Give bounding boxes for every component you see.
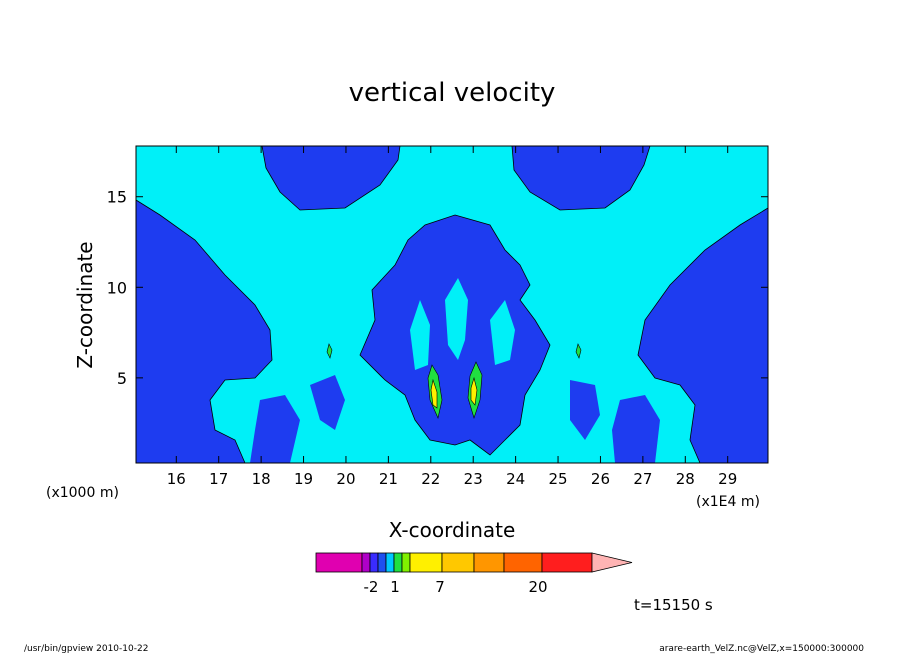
colorbar-swatch [409, 552, 443, 573]
colorbar-swatch [385, 552, 395, 573]
x-axis-label: X-coordinate [389, 518, 516, 542]
x-tick-label: 28 [676, 470, 695, 488]
colorbar-swatch [401, 552, 411, 573]
contour-negative-top-right [512, 146, 650, 210]
x-tick-label: 17 [209, 470, 228, 488]
colorbar-swatch [377, 552, 387, 573]
x-tick-label: 20 [336, 470, 355, 488]
plot-area [135, 145, 769, 464]
x-tick-label: 29 [718, 470, 737, 488]
colorbar-label: 20 [528, 578, 547, 596]
contour-negative-bottom-1 [250, 395, 300, 463]
colorbar-swatch [503, 552, 543, 573]
contour-inner-left [445, 278, 468, 360]
y-tick-label: 15 [107, 188, 127, 207]
chart-title: vertical velocity [349, 78, 556, 108]
x-tick-label: 25 [548, 470, 567, 488]
y-axis-label: Z-coordinate [73, 241, 97, 368]
x-tick-label: 23 [464, 470, 483, 488]
y-tick-labels: 5 10 15 [107, 188, 127, 388]
contour-positive-far-right [575, 343, 582, 359]
x-tick-label: 27 [633, 470, 652, 488]
colorbar-swatch [369, 552, 379, 573]
tick-marks [136, 146, 768, 463]
colorbar-extend-arrow [591, 552, 633, 573]
x-tick-label: 18 [252, 470, 271, 488]
colorbar [315, 552, 633, 573]
contour-negative-left [136, 200, 272, 463]
contour-negative-bottom-3 [570, 380, 600, 440]
colorbar-swatch [473, 552, 505, 573]
contour-negative-right [638, 208, 768, 463]
colorbar-swatch [361, 552, 371, 573]
x-tick-labels: 16 17 18 19 20 21 22 23 24 25 26 27 28 29 [167, 470, 738, 488]
contour-lines [135, 145, 769, 464]
footer-right: arare-earth_VelZ.nc@VelZ,x=150000:300000 [659, 644, 864, 654]
time-label: t=15150 s [634, 596, 713, 614]
x-tick-label: 24 [506, 470, 525, 488]
contour-inner-mid-right [490, 300, 515, 365]
contour-inner-mid-left [410, 300, 430, 370]
colorbar-swatch [393, 552, 403, 573]
colorbar-swatch [441, 552, 475, 573]
x-tick-label: 22 [421, 470, 440, 488]
colorbar-label: 1 [390, 578, 400, 596]
x-tick-label: 26 [591, 470, 610, 488]
colorbar-swatch [541, 552, 593, 573]
contour-negative-top-left [262, 146, 400, 210]
contour-positive-far-left [326, 343, 333, 359]
contour-positive-left-yellow [430, 378, 438, 409]
y-tick-label: 5 [117, 369, 127, 388]
plot-frame [135, 145, 769, 464]
contour-negative-bottom-4 [612, 395, 660, 463]
contour-negative-bottom-2 [310, 375, 345, 430]
y-axis-unit: (x1000 m) [46, 485, 119, 501]
y-tick-label: 10 [107, 278, 127, 297]
footer-left: /usr/bin/gpview 2010-10-22 [24, 644, 148, 654]
colorbar-labels: -2 1 7 20 [364, 578, 548, 596]
x-tick-label: 16 [167, 470, 186, 488]
colorbar-label: 7 [435, 578, 445, 596]
x-tick-label: 21 [379, 470, 398, 488]
colorbar-swatch [315, 552, 363, 573]
x-axis-unit: (x1E4 m) [696, 494, 760, 510]
colorbar-label: -2 [364, 578, 379, 596]
x-tick-label: 19 [294, 470, 313, 488]
contour-positive-right-yellow [470, 376, 478, 406]
